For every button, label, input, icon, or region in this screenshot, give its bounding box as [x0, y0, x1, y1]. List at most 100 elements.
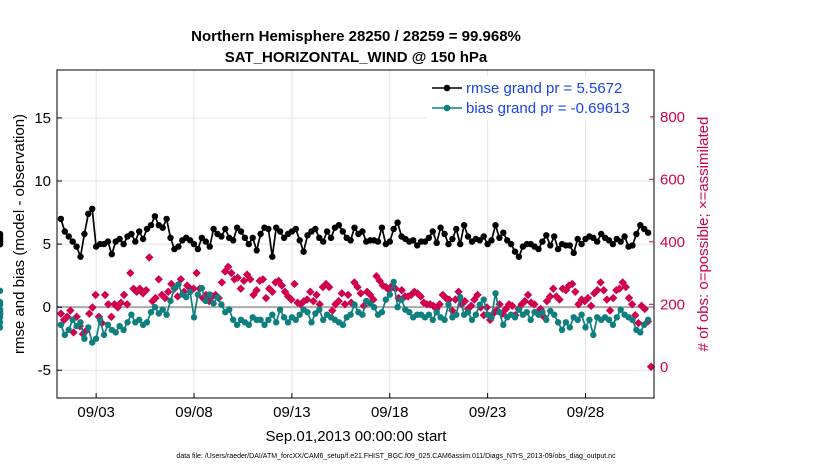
rmse-point	[441, 230, 448, 238]
obs-marker	[261, 293, 271, 303]
bias-point	[284, 319, 292, 326]
bias-point	[214, 293, 221, 301]
obs-marker	[164, 287, 173, 296]
legend-rmse-text: rmse grand pr = 5.5672	[466, 80, 622, 97]
bias-point	[476, 301, 483, 308]
bias-point	[104, 321, 112, 328]
bias-point	[292, 316, 299, 323]
obs-marker	[353, 282, 362, 292]
bias-point	[644, 316, 652, 323]
obs-marker	[416, 292, 425, 301]
obs-marker	[596, 278, 605, 287]
legend-rmse-marker	[443, 84, 451, 92]
rmse-point	[139, 235, 147, 243]
bias-point	[0, 311, 4, 318]
obs-marker	[593, 286, 602, 295]
rmse-point	[292, 225, 299, 233]
bias-point	[65, 326, 72, 334]
rmse-point	[425, 234, 433, 241]
y2-tick-label-0: 0	[660, 359, 668, 376]
rmse-point	[480, 233, 487, 240]
rmse-point	[433, 239, 440, 246]
obs-marker	[343, 290, 353, 300]
obs-marker	[312, 290, 321, 300]
bias-point	[186, 288, 194, 296]
legend-box	[426, 76, 650, 120]
rmse-point	[464, 233, 472, 240]
obs-marker	[460, 296, 470, 306]
bias-point	[511, 314, 519, 321]
obs-marker	[530, 300, 539, 309]
bias-point	[574, 316, 581, 323]
rmse-point	[69, 238, 76, 245]
obs-marker	[116, 298, 126, 307]
obs-marker	[473, 290, 482, 300]
rmse-point	[241, 234, 249, 241]
rmse-point	[163, 215, 170, 223]
obs-marker	[277, 281, 287, 290]
rmse-point	[304, 232, 311, 239]
bias-point	[124, 319, 131, 326]
y2-tick-label-3: 600	[660, 171, 685, 188]
x-tick-label-1: 09/08	[175, 404, 213, 421]
bias-point	[641, 321, 648, 328]
obs-marker	[100, 290, 110, 300]
x-tick-label-2: 09/13	[273, 404, 311, 421]
obs-marker	[586, 301, 596, 311]
rmse-point	[175, 243, 182, 250]
bias-point	[578, 311, 585, 318]
bias-point	[296, 311, 303, 318]
x-tick-label-3: 09/18	[371, 404, 409, 421]
obs-marker	[549, 284, 558, 293]
bias-point	[386, 291, 393, 298]
bias-point	[0, 319, 4, 326]
obs-marker	[627, 300, 637, 309]
bias-point	[539, 309, 546, 316]
bias-point	[69, 316, 76, 323]
rmse-point	[312, 225, 319, 233]
bias-point	[77, 319, 84, 326]
bias-point	[100, 331, 108, 339]
obs-marker	[545, 292, 555, 301]
y2-tick-label-4: 800	[660, 109, 685, 126]
rmse-point	[151, 213, 159, 220]
obs-marker	[119, 290, 129, 300]
bias-point	[359, 311, 366, 318]
rmse-point	[57, 215, 65, 223]
bias-point	[562, 319, 570, 326]
bias-point	[488, 314, 495, 321]
rmse-point	[65, 233, 72, 240]
y-tick-label-2: 5	[43, 236, 51, 253]
obs-marker	[324, 282, 334, 292]
bias-point	[0, 287, 4, 294]
bias-point	[167, 297, 174, 305]
rmse-point	[570, 249, 577, 257]
rmse-point	[296, 237, 303, 244]
bias-point	[613, 314, 620, 321]
rmse-point	[77, 253, 84, 260]
obs-marker	[145, 253, 154, 262]
rmse-point	[460, 222, 468, 229]
plot-frame	[56, 69, 655, 399]
bias-point	[320, 316, 327, 323]
rmse-point	[507, 240, 515, 248]
chart-subtitle: SAT_HORIZONTAL_WIND @ 150 hPa	[225, 49, 488, 66]
bias-point	[617, 306, 624, 313]
bias-point	[370, 304, 378, 311]
rmse-point	[535, 245, 542, 253]
rmse-point	[0, 240, 4, 248]
obs-marker	[94, 312, 103, 321]
rmse-point	[143, 225, 151, 233]
obs-marker	[605, 306, 615, 315]
bias-point	[445, 301, 452, 308]
rmse-point	[167, 234, 174, 241]
legend-bias-text: bias grand pr = -0.69613	[466, 100, 630, 117]
obs-marker	[315, 300, 324, 309]
rmse-point	[633, 230, 640, 238]
rmse-point	[147, 222, 155, 229]
rmse-point	[269, 253, 276, 260]
rmse-point	[445, 240, 452, 248]
obs-marker	[192, 268, 201, 278]
obs-marker	[552, 292, 561, 301]
bias-point	[394, 304, 401, 311]
